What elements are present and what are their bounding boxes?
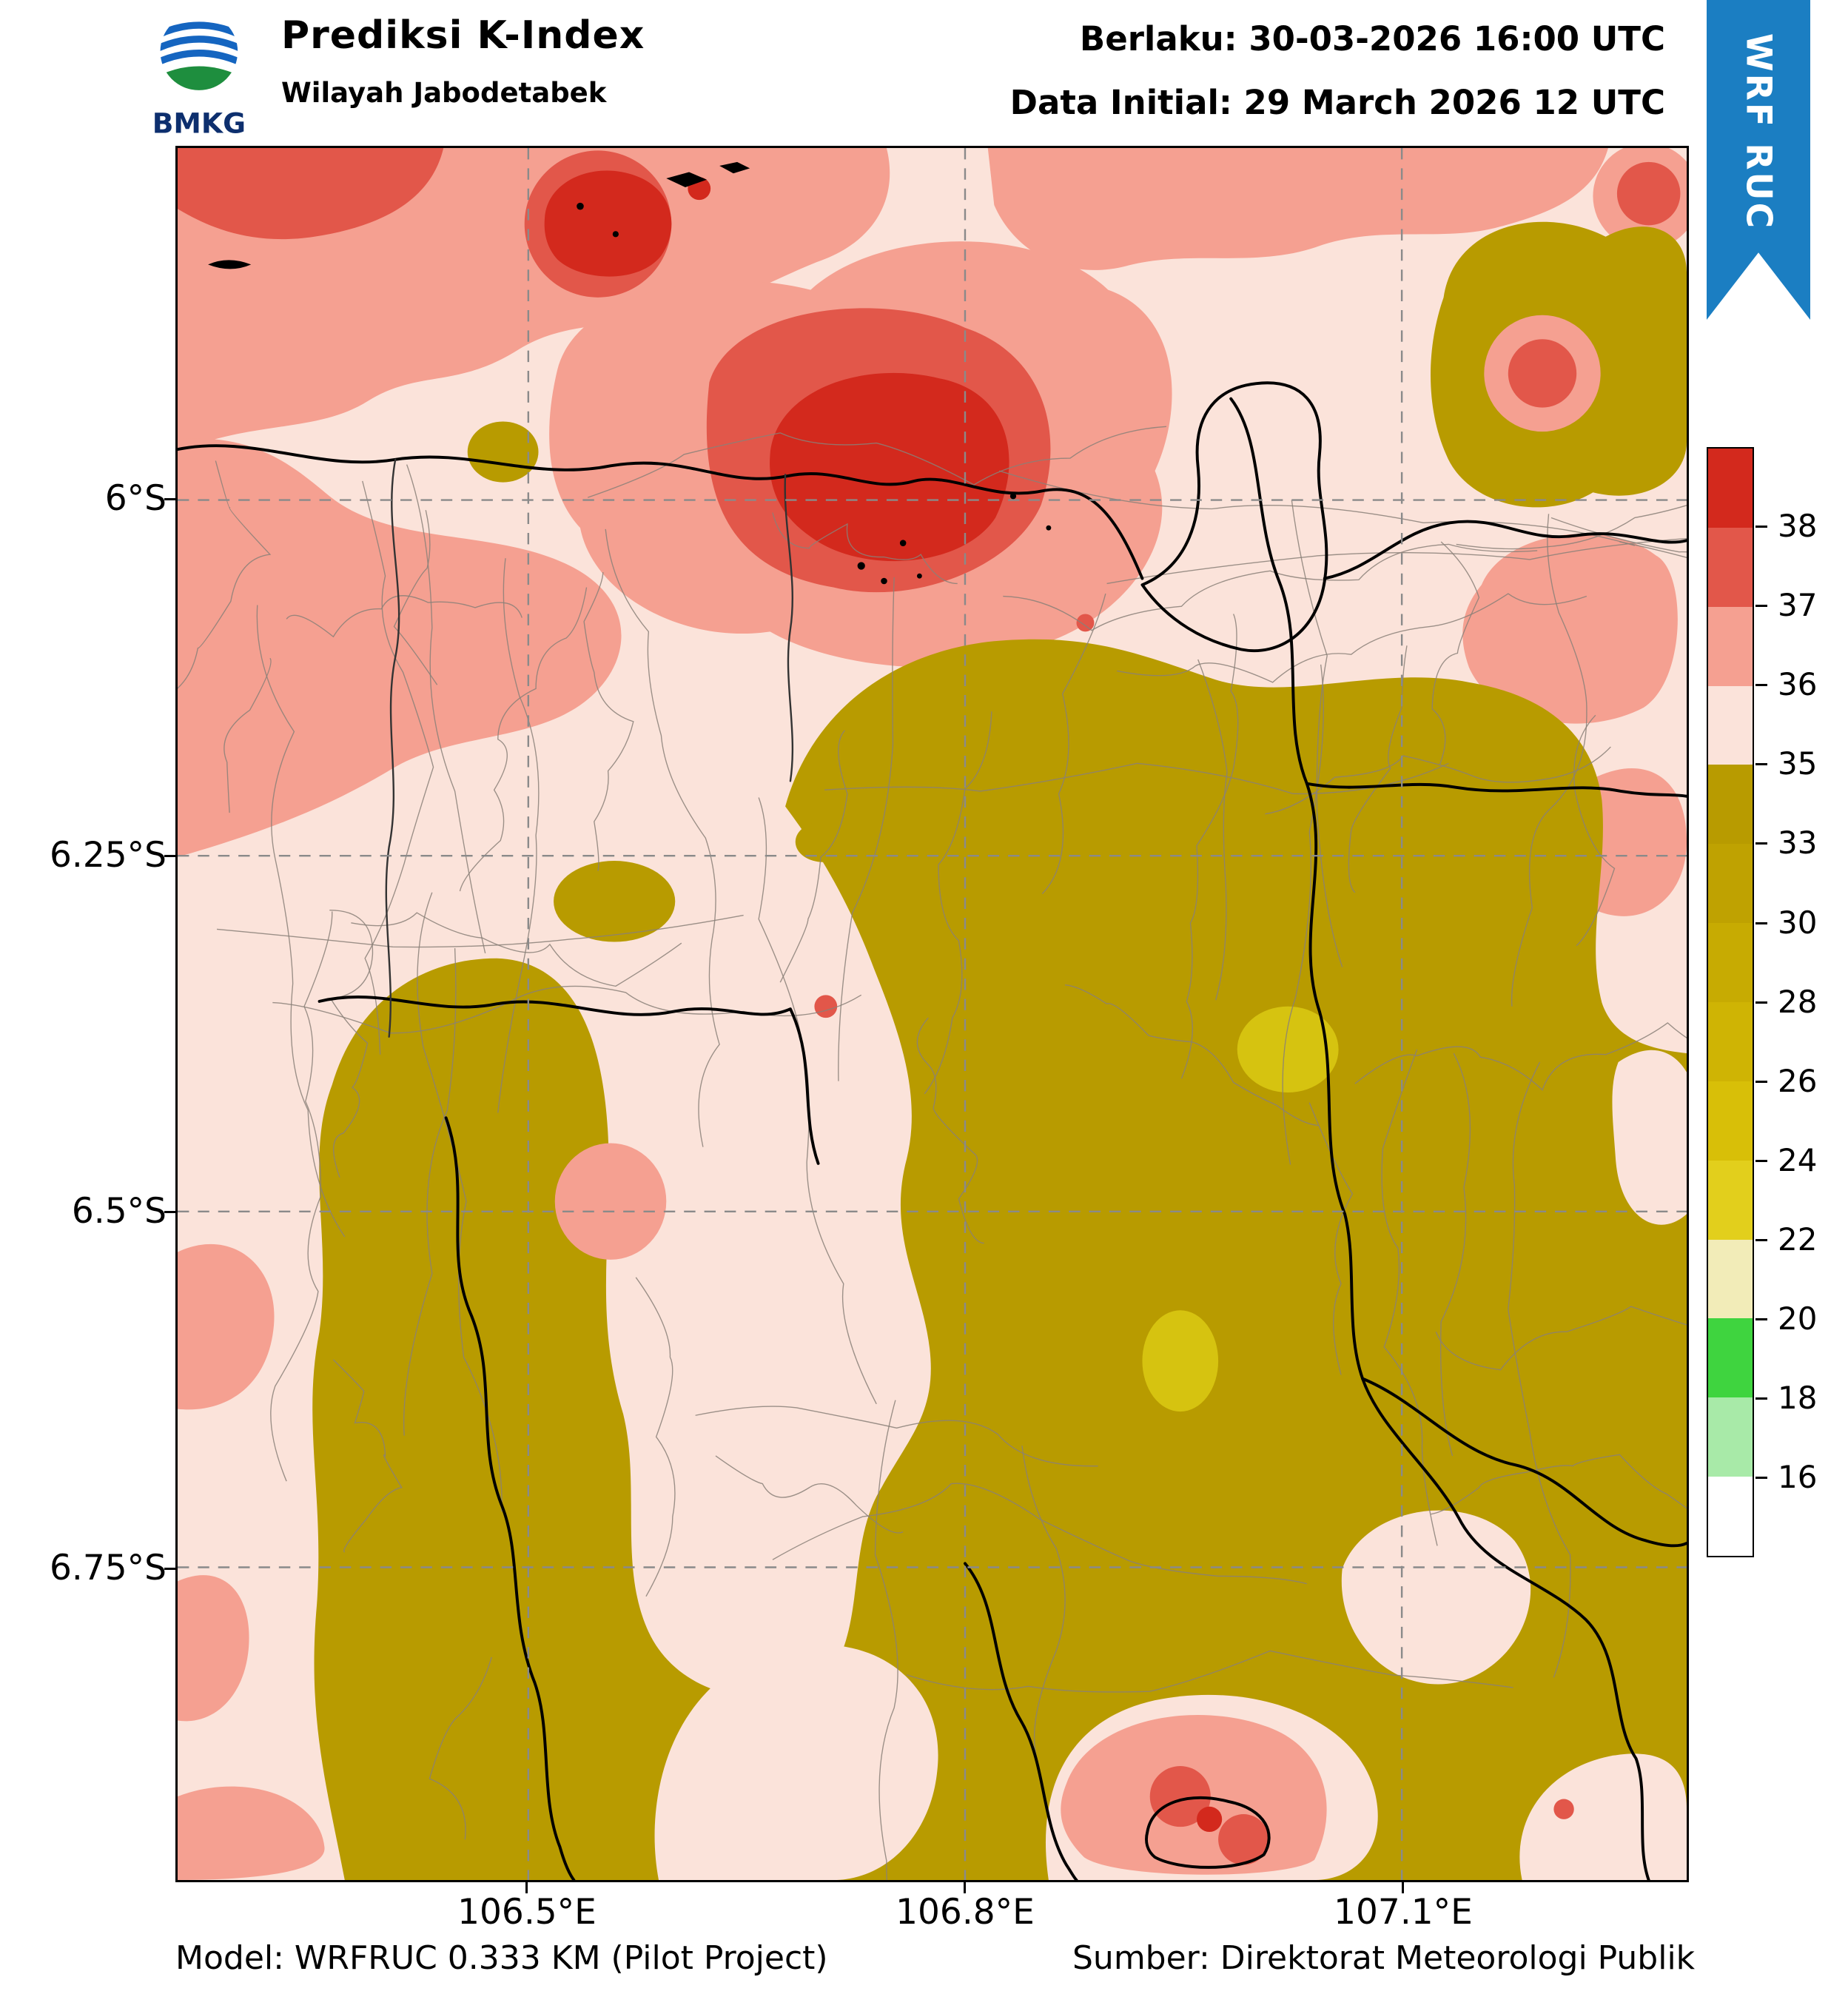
district-boundaries-thin (178, 426, 1687, 1880)
x-tick (525, 1882, 528, 1893)
y-tick-label: 6.75°S (50, 1548, 167, 1588)
colorbar-tick-label: 30 (1778, 904, 1818, 941)
logo-wave-blue-3 (160, 50, 238, 67)
colorbar-tick-label: 22 (1778, 1221, 1818, 1258)
colorbar-segment (1708, 1318, 1753, 1398)
x-tick (964, 1882, 966, 1893)
colorbar-tick-label: 33 (1778, 825, 1818, 861)
colorbar-tick-label: 20 (1778, 1300, 1818, 1337)
small-islands (208, 161, 1052, 585)
colorbar-segment (1708, 1002, 1753, 1081)
colorbar (1707, 447, 1754, 1557)
page-subtitle: Wilayah Jabodetabek (281, 77, 607, 109)
bmkg-logo: BMKG (152, 13, 246, 139)
admin-boundaries-thick (178, 381, 1687, 1880)
colorbar-segment (1708, 1160, 1753, 1240)
colorbar-segment (1708, 765, 1753, 845)
k-index-map (175, 146, 1689, 1882)
y-tick (164, 498, 175, 500)
colorbar-tick (1755, 1239, 1767, 1241)
colorbar-segment (1708, 1081, 1753, 1161)
wrf-ruc-ribbon: WRF RUC (1707, 0, 1810, 320)
colorbar-tick (1755, 605, 1767, 607)
colorbar-segment (1708, 685, 1753, 765)
x-tick (1402, 1882, 1404, 1893)
y-tick (164, 855, 175, 857)
colorbar-tick-label: 28 (1778, 984, 1818, 1020)
gridlines (178, 148, 1687, 1880)
colorbar-tick-label: 18 (1778, 1380, 1818, 1416)
colorbar-tick-label: 16 (1778, 1459, 1818, 1495)
logo-wave-blue-2 (160, 36, 238, 53)
colorbar-tick (1755, 922, 1767, 924)
y-tick-label: 6°S (104, 478, 167, 519)
colorbar-tick (1755, 1318, 1767, 1320)
colorbar-segment (1708, 1477, 1753, 1557)
colorbar-tick (1755, 1477, 1767, 1479)
y-tick (164, 1568, 175, 1570)
colorbar-tick (1755, 1397, 1767, 1400)
colorbar-tick (1755, 763, 1767, 765)
colorbar-segment (1708, 527, 1753, 607)
x-tick-label: 106.8°E (896, 1892, 1035, 1933)
colorbar-segment (1708, 844, 1753, 924)
valid-time-label: Berlaku: 30-03-2026 16:00 UTC (1079, 19, 1665, 58)
colorbar-tick (1755, 684, 1767, 686)
footer-model-label: Model: WRFRUC 0.333 KM (Pilot Project) (175, 1939, 828, 1977)
initial-time-label: Data Initial: 29 March 2026 12 UTC (1009, 83, 1665, 122)
colorbar-tick-label: 35 (1778, 745, 1818, 782)
colorbar-tick-label: 26 (1778, 1063, 1818, 1099)
colorbar-segment (1708, 1397, 1753, 1477)
colorbar-tick (1755, 1160, 1767, 1162)
colorbar-segment (1708, 923, 1753, 1003)
logo-wave-blue-1 (160, 21, 238, 38)
y-tick-label: 6.25°S (50, 835, 167, 876)
colorbar-tick-label: 38 (1778, 508, 1818, 544)
colorbar-tick (1755, 842, 1767, 845)
ribbon-label: WRF RUC (1738, 33, 1779, 231)
x-tick-label: 106.5°E (457, 1892, 597, 1933)
colorbar-tick (1755, 526, 1767, 528)
k-index-contour-plot (178, 148, 1687, 1880)
page-title: Prediksi K-Index (281, 13, 645, 58)
colorbar-tick (1755, 1081, 1767, 1083)
colorbar-tick (1755, 1001, 1767, 1004)
fill-layers (178, 148, 1687, 1880)
colorbar-tick-label: 37 (1778, 587, 1818, 623)
footer-source-label: Sumber: Direktorat Meteorologi Publik (1072, 1939, 1696, 1977)
colorbar-tick-label: 24 (1778, 1142, 1818, 1178)
colorbar-segment (1708, 1239, 1753, 1319)
logo-text: BMKG (152, 107, 246, 139)
x-tick-label: 107.1°E (1334, 1892, 1473, 1933)
y-tick (164, 1211, 175, 1213)
colorbar-segment (1708, 449, 1753, 528)
colorbar-segment (1708, 606, 1753, 686)
colorbar-tick-label: 36 (1778, 666, 1818, 702)
y-tick-label: 6.5°S (71, 1191, 167, 1232)
